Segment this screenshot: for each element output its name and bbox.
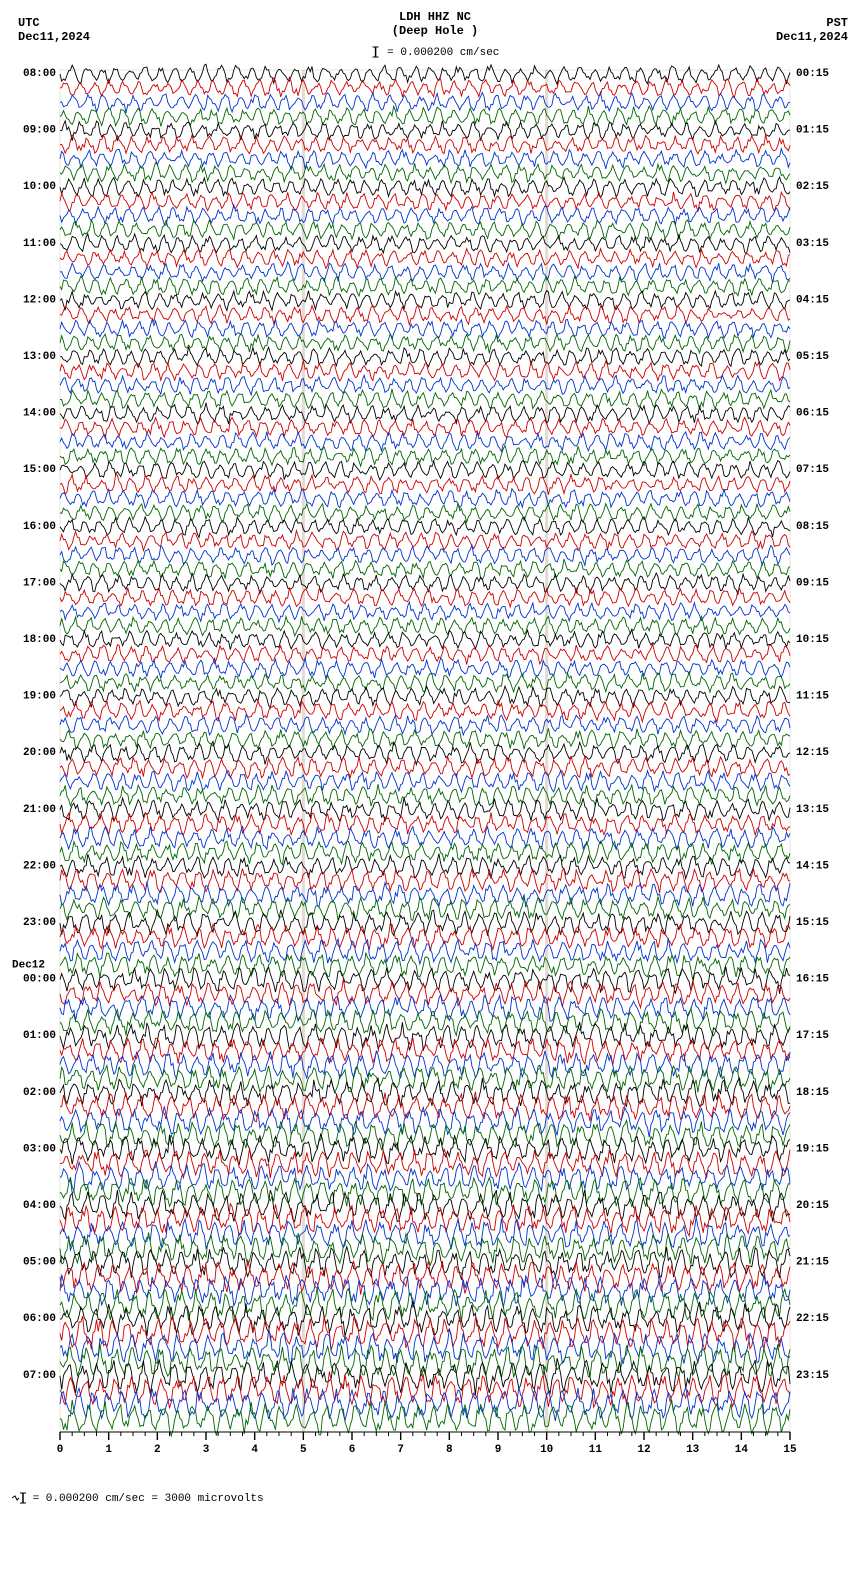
svg-text:17:15: 17:15 <box>796 1030 829 1042</box>
svg-text:22:00: 22:00 <box>23 860 56 872</box>
svg-text:16:00: 16:00 <box>23 521 56 533</box>
scale-indicator-text: = 0.000200 cm/sec <box>381 47 500 59</box>
svg-text:03:00: 03:00 <box>23 1143 56 1155</box>
svg-text:00:00: 00:00 <box>23 974 56 986</box>
svg-text:3: 3 <box>203 1444 210 1456</box>
header: UTC Dec11,2024 LDH HHZ NC (Deep Hole ) P… <box>10 10 850 58</box>
svg-text:11:00: 11:00 <box>23 238 56 250</box>
svg-text:9: 9 <box>495 1444 502 1456</box>
svg-text:02:15: 02:15 <box>796 181 829 193</box>
svg-text:08:00: 08:00 <box>23 68 56 80</box>
svg-text:6: 6 <box>349 1444 356 1456</box>
location-label: (Deep Hole ) <box>392 24 478 38</box>
svg-text:4: 4 <box>251 1444 258 1456</box>
station-label: LDH HHZ NC <box>392 10 478 24</box>
svg-text:07:15: 07:15 <box>796 464 829 476</box>
left-tz-label: UTC <box>18 16 90 30</box>
svg-text:15: 15 <box>783 1444 797 1456</box>
svg-text:21:00: 21:00 <box>23 804 56 816</box>
svg-text:23:00: 23:00 <box>23 917 56 929</box>
svg-text:05:15: 05:15 <box>796 351 829 363</box>
svg-text:18:00: 18:00 <box>23 634 56 646</box>
svg-text:06:00: 06:00 <box>23 1313 56 1325</box>
svg-text:06:15: 06:15 <box>796 408 829 420</box>
footer: = 0.000200 cm/sec = 3000 microvolts <box>10 1492 850 1505</box>
svg-text:08:15: 08:15 <box>796 521 829 533</box>
svg-text:14:15: 14:15 <box>796 860 829 872</box>
svg-text:13: 13 <box>686 1444 700 1456</box>
svg-text:07:00: 07:00 <box>23 1370 56 1382</box>
right-date-label: Dec11,2024 <box>776 30 848 44</box>
svg-text:Dec12: Dec12 <box>12 960 45 972</box>
svg-text:04:15: 04:15 <box>796 294 829 306</box>
svg-text:15:15: 15:15 <box>796 917 829 929</box>
scale-indicator: = 0.000200 cm/sec <box>371 46 500 59</box>
svg-text:10: 10 <box>540 1444 553 1456</box>
svg-text:11: 11 <box>589 1444 603 1456</box>
svg-text:17:00: 17:00 <box>23 577 56 589</box>
scale-bar-icon <box>371 46 381 58</box>
svg-text:13:15: 13:15 <box>796 804 829 816</box>
svg-text:15:00: 15:00 <box>23 464 56 476</box>
svg-text:09:00: 09:00 <box>23 125 56 137</box>
footer-text: = 0.000200 cm/sec = 3000 microvolts <box>26 1493 264 1505</box>
svg-text:12: 12 <box>637 1444 650 1456</box>
seismogram-plot: 08:00 09:00 10:00 11:00 12:00 13:00 14:00 15:00… <box>10 62 850 1472</box>
svg-text:2: 2 <box>154 1444 161 1456</box>
svg-text:20:15: 20:15 <box>796 1200 829 1212</box>
seismogram-svg: 08:00 09:00 10:00 11:00 12:00 13:00 14:00 15:00… <box>10 62 840 1472</box>
right-tz-label: PST <box>776 16 848 30</box>
svg-text:20:00: 20:00 <box>23 747 56 759</box>
svg-text:14: 14 <box>735 1444 749 1456</box>
svg-text:01:15: 01:15 <box>796 125 829 137</box>
svg-text:02:00: 02:00 <box>23 1087 56 1099</box>
footer-scale-icon <box>12 1492 26 1504</box>
svg-text:22:15: 22:15 <box>796 1313 829 1325</box>
left-date-label: Dec11,2024 <box>18 30 90 44</box>
header-center: LDH HHZ NC (Deep Hole ) <box>392 10 478 38</box>
svg-text:14:00: 14:00 <box>23 408 56 420</box>
header-left: UTC Dec11,2024 <box>18 16 90 44</box>
svg-text:0: 0 <box>57 1444 64 1456</box>
header-right: PST Dec11,2024 <box>776 16 848 44</box>
svg-text:19:00: 19:00 <box>23 691 56 703</box>
svg-text:10:00: 10:00 <box>23 181 56 193</box>
svg-text:19:15: 19:15 <box>796 1143 829 1155</box>
svg-text:13:00: 13:00 <box>23 351 56 363</box>
svg-text:09:15: 09:15 <box>796 577 829 589</box>
svg-text:11:15: 11:15 <box>796 691 829 703</box>
svg-text:8: 8 <box>446 1444 453 1456</box>
svg-text:23:15: 23:15 <box>796 1370 829 1382</box>
svg-text:12:15: 12:15 <box>796 747 829 759</box>
svg-text:00:15: 00:15 <box>796 68 829 80</box>
svg-text:21:15: 21:15 <box>796 1257 829 1269</box>
svg-text:16:15: 16:15 <box>796 974 829 986</box>
svg-text:03:15: 03:15 <box>796 238 829 250</box>
svg-text:1: 1 <box>105 1444 112 1456</box>
svg-text:01:00: 01:00 <box>23 1030 56 1042</box>
svg-text:10:15: 10:15 <box>796 634 829 646</box>
svg-text:18:15: 18:15 <box>796 1087 829 1099</box>
svg-text:5: 5 <box>300 1444 307 1456</box>
svg-text:04:00: 04:00 <box>23 1200 56 1212</box>
svg-text:7: 7 <box>397 1444 404 1456</box>
svg-text:05:00: 05:00 <box>23 1257 56 1269</box>
svg-text:12:00: 12:00 <box>23 294 56 306</box>
